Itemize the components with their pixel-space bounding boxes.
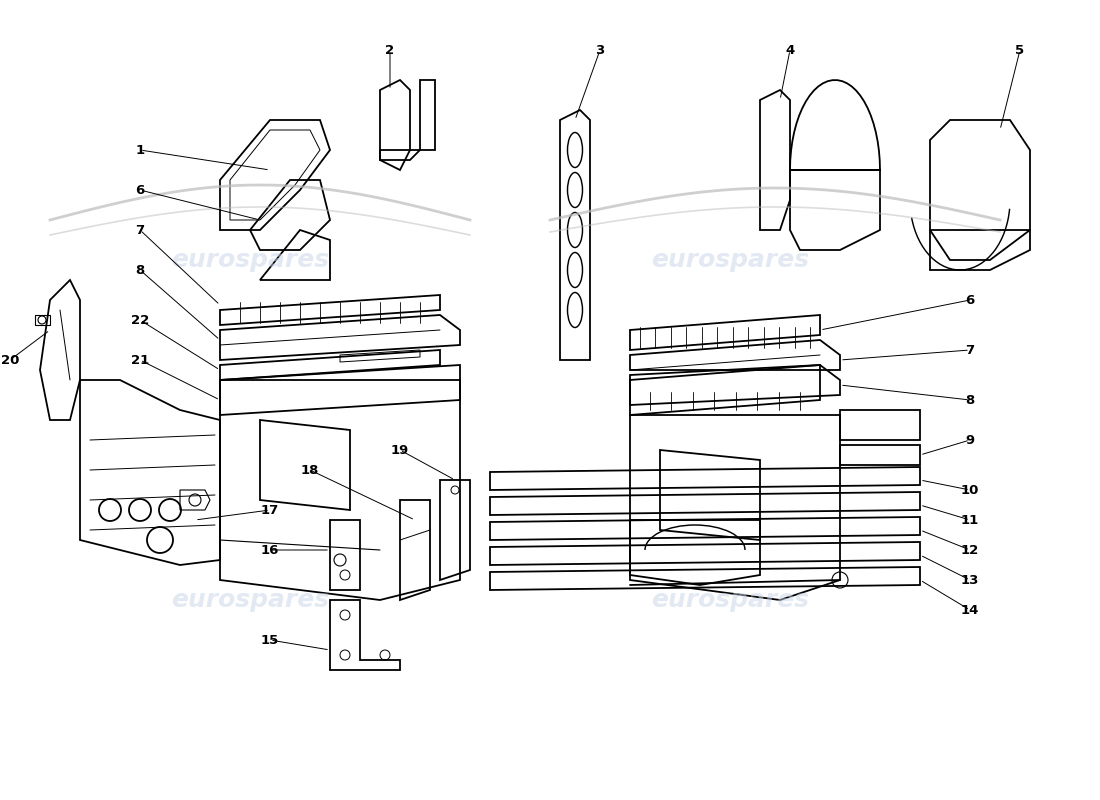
Text: 3: 3 bbox=[595, 43, 605, 57]
Text: 21: 21 bbox=[131, 354, 150, 366]
Text: 7: 7 bbox=[966, 343, 975, 357]
Text: eurospares: eurospares bbox=[170, 588, 329, 612]
Text: 22: 22 bbox=[131, 314, 150, 326]
Text: 1: 1 bbox=[135, 143, 144, 157]
Text: 15: 15 bbox=[261, 634, 279, 646]
Text: eurospares: eurospares bbox=[651, 248, 810, 272]
Text: 18: 18 bbox=[300, 463, 319, 477]
Text: 13: 13 bbox=[960, 574, 979, 586]
Text: 8: 8 bbox=[966, 394, 975, 406]
Text: eurospares: eurospares bbox=[651, 588, 810, 612]
Text: 14: 14 bbox=[960, 603, 979, 617]
Text: 4: 4 bbox=[785, 43, 794, 57]
Text: 9: 9 bbox=[966, 434, 975, 446]
Text: 16: 16 bbox=[261, 543, 279, 557]
Text: 12: 12 bbox=[961, 543, 979, 557]
Text: 10: 10 bbox=[960, 483, 979, 497]
Text: 6: 6 bbox=[135, 183, 144, 197]
Text: 17: 17 bbox=[261, 503, 279, 517]
Text: 11: 11 bbox=[961, 514, 979, 526]
Text: 6: 6 bbox=[966, 294, 975, 306]
Text: eurospares: eurospares bbox=[170, 248, 329, 272]
Text: 8: 8 bbox=[135, 263, 144, 277]
Text: 5: 5 bbox=[1015, 43, 1024, 57]
Text: 19: 19 bbox=[390, 443, 409, 457]
Text: 20: 20 bbox=[1, 354, 19, 366]
Text: 2: 2 bbox=[385, 43, 395, 57]
Text: 7: 7 bbox=[135, 223, 144, 237]
